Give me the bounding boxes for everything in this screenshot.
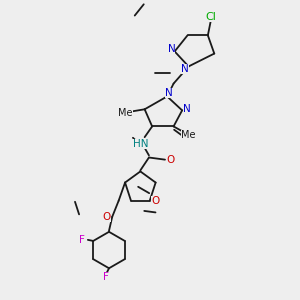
Text: F: F	[103, 272, 109, 282]
Text: O: O	[151, 196, 159, 206]
Text: Me: Me	[118, 107, 133, 118]
Text: N: N	[182, 64, 189, 74]
Text: N: N	[165, 88, 173, 98]
Text: F: F	[79, 235, 84, 245]
Text: N: N	[183, 104, 190, 114]
Text: O: O	[103, 212, 111, 222]
Text: N: N	[168, 44, 175, 54]
Text: Me: Me	[181, 130, 196, 140]
Text: O: O	[166, 154, 175, 165]
Text: HN: HN	[133, 139, 148, 148]
Text: Cl: Cl	[206, 12, 217, 22]
